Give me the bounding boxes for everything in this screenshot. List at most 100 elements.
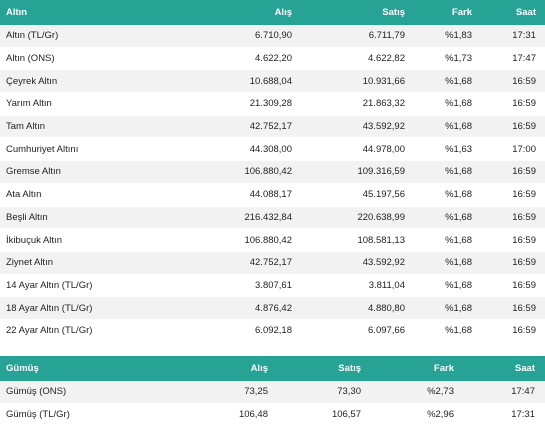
cell-name: Gümüş (TL/Gr) xyxy=(0,409,180,420)
cell-name: Ziynet Altın xyxy=(0,257,210,268)
cell-change: %1,68 xyxy=(405,257,472,268)
cell-buy: 44.308,00 xyxy=(210,144,292,155)
cell-time: 16:59 xyxy=(472,189,540,200)
cell-sell: 6.097,66 xyxy=(292,325,405,336)
cell-time: 16:59 xyxy=(472,98,540,109)
cell-sell: 108.581,13 xyxy=(292,235,405,246)
cell-buy: 42.752,17 xyxy=(210,257,292,268)
cell-buy: 106.880,42 xyxy=(210,166,292,177)
column-header-time: Saat xyxy=(454,363,539,374)
cell-buy: 106.880,42 xyxy=(210,235,292,246)
cell-buy: 21.309,28 xyxy=(210,98,292,109)
cell-buy: 10.688,04 xyxy=(210,76,292,87)
cell-time: 16:59 xyxy=(472,166,540,177)
cell-name: Altın (TL/Gr) xyxy=(0,30,210,41)
cell-time: 17:00 xyxy=(472,144,540,155)
cell-time: 17:47 xyxy=(454,386,539,397)
cell-sell: 21.863,32 xyxy=(292,98,405,109)
cell-sell: 220.638,99 xyxy=(292,212,405,223)
cell-time: 17:31 xyxy=(472,30,540,41)
cell-sell: 43.592,92 xyxy=(292,121,405,132)
cell-name: 18 Ayar Altın (TL/Gr) xyxy=(0,303,210,314)
cell-time: 16:59 xyxy=(472,325,540,336)
cell-time: 16:59 xyxy=(472,121,540,132)
cell-change: %1,68 xyxy=(405,325,472,336)
cell-buy: 73,25 xyxy=(180,386,268,397)
cell-name: 14 Ayar Altın (TL/Gr) xyxy=(0,280,210,291)
cell-name: Gremse Altın xyxy=(0,166,210,177)
cell-name: Cumhuriyet Altını xyxy=(0,144,210,155)
cell-name: Yarım Altın xyxy=(0,98,210,109)
cell-sell: 43.592,92 xyxy=(292,257,405,268)
cell-change: %2,96 xyxy=(361,409,454,420)
cell-change: %1,68 xyxy=(405,280,472,291)
cell-change: %1,63 xyxy=(405,144,472,155)
column-header-time: Saat xyxy=(472,7,540,18)
cell-change: %1,68 xyxy=(405,98,472,109)
cell-name: Tam Altın xyxy=(0,121,210,132)
cell-sell: 4.880,80 xyxy=(292,303,405,314)
silver-table-header: Gümüş Alış Satış Fark Saat xyxy=(0,356,545,381)
cell-buy: 3.807,61 xyxy=(210,280,292,291)
cell-sell: 4.622,82 xyxy=(292,53,405,64)
cell-sell: 45.197,56 xyxy=(292,189,405,200)
column-header-buy: Alış xyxy=(180,363,268,374)
column-header-name: Gümüş xyxy=(0,363,180,374)
column-header-change: Fark xyxy=(405,7,472,18)
cell-buy: 4.876,42 xyxy=(210,303,292,314)
cell-change: %1,68 xyxy=(405,76,472,87)
cell-sell: 109.316,59 xyxy=(292,166,405,177)
cell-change: %1,83 xyxy=(405,30,472,41)
cell-change: %1,68 xyxy=(405,303,472,314)
cell-time: 16:59 xyxy=(472,212,540,223)
cell-time: 16:59 xyxy=(472,280,540,291)
cell-change: %1,68 xyxy=(405,166,472,177)
cell-buy: 6.710,90 xyxy=(210,30,292,41)
cell-name: Gümüş (ONS) xyxy=(0,386,180,397)
cell-sell: 10.931,66 xyxy=(292,76,405,87)
column-header-sell: Satış xyxy=(268,363,361,374)
cell-change: %1,68 xyxy=(405,235,472,246)
silver-prices-table: Gümüş Alış Satış Fark Saat Gümüş (ONS)73… xyxy=(0,356,545,426)
cell-buy: 42.752,17 xyxy=(210,121,292,132)
cell-sell: 6.711,79 xyxy=(292,30,405,41)
gold-table-header: Altın Alış Satış Fark Saat xyxy=(0,0,545,25)
cell-buy: 216.432,84 xyxy=(210,212,292,223)
cell-change: %1,68 xyxy=(405,189,472,200)
cell-time: 16:59 xyxy=(472,303,540,314)
column-header-buy: Alış xyxy=(210,7,292,18)
cell-sell: 73,30 xyxy=(268,386,361,397)
cell-change: %1,68 xyxy=(405,212,472,223)
cell-change: %2,73 xyxy=(361,386,454,397)
gold-prices-table: Altın Alış Satış Fark Saat Altın (TL/Gr)… xyxy=(0,0,545,343)
cell-sell: 106,57 xyxy=(268,409,361,420)
column-header-change: Fark xyxy=(361,363,454,374)
cell-change: %1,68 xyxy=(405,121,472,132)
cell-buy: 44.088,17 xyxy=(210,189,292,200)
cell-name: Beşli Altın xyxy=(0,212,210,223)
cell-buy: 4.622,20 xyxy=(210,53,292,64)
cell-name: İkibuçuk Altın xyxy=(0,235,210,246)
cell-sell: 3.811,04 xyxy=(292,280,405,291)
cell-time: 17:47 xyxy=(472,53,540,64)
cell-name: Çeyrek Altın xyxy=(0,76,210,87)
cell-time: 16:59 xyxy=(472,76,540,87)
column-header-sell: Satış xyxy=(292,7,405,18)
cell-change: %1,73 xyxy=(405,53,472,64)
column-header-name: Altın xyxy=(0,7,210,18)
